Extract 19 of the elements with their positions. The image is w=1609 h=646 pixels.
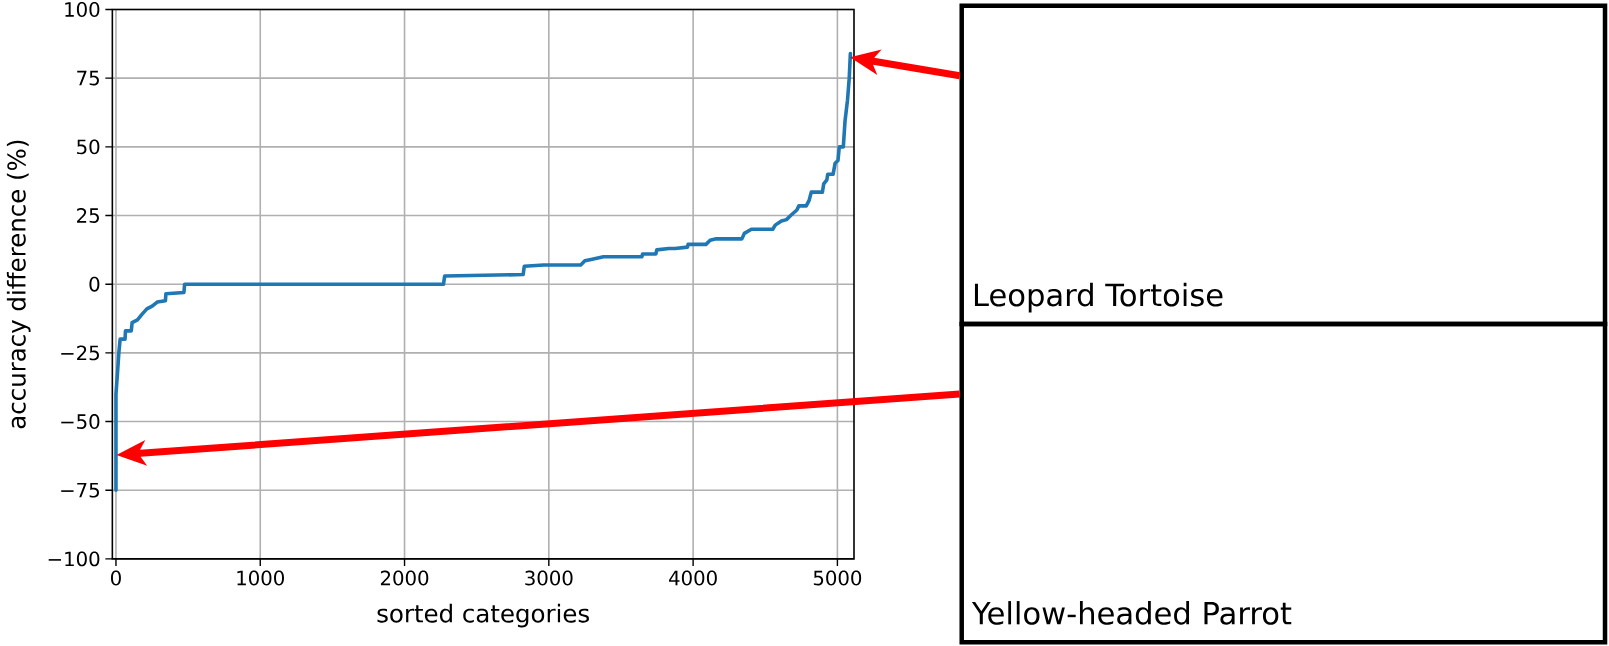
y-tick-label: 0 — [89, 276, 100, 292]
y-axis-title: accuracy difference (%) — [6, 140, 31, 429]
text: Leopard Tortoise — [974, 282, 1223, 313]
y-tick-label: −50 — [61, 413, 100, 429]
x-tick-label: 4000 — [669, 570, 717, 586]
y-tick-label: 25 — [77, 207, 99, 223]
text: Yellow-headed Parrot — [971, 600, 1292, 625]
x-axis-title: sorted categories — [377, 603, 589, 628]
y-tick-label: −75 — [61, 482, 99, 498]
y-tick-label: −100 — [48, 551, 100, 567]
y-tick-label: 75 — [77, 70, 99, 86]
x-tick-label: 0 — [110, 570, 121, 586]
x-tick-label: 1000 — [237, 570, 284, 586]
y-tick-label: 100 — [65, 1, 100, 17]
y-tick-label: −25 — [61, 345, 99, 361]
x-tick-label: 2000 — [380, 570, 429, 586]
x-tick-label: 5000 — [813, 570, 862, 586]
y-tick-label: 50 — [77, 139, 100, 155]
x-tick-label: 3000 — [525, 570, 573, 586]
